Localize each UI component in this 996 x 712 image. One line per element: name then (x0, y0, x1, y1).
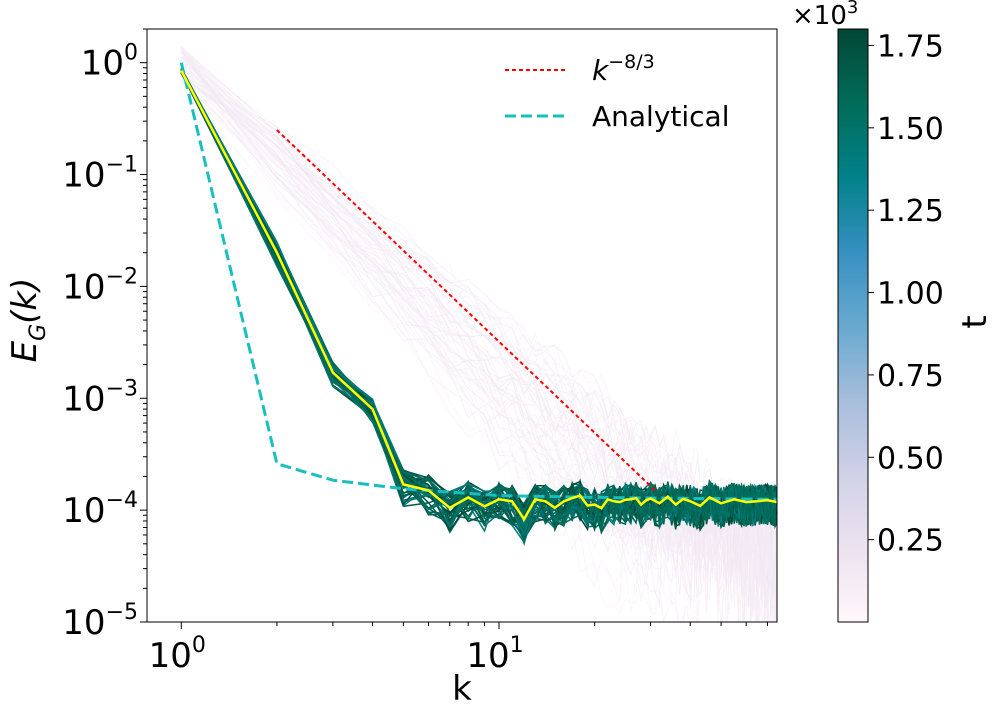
y-tick-label: 10−1 (62, 153, 138, 196)
colorbar-tick-label: 1.75 (877, 29, 944, 64)
y-tick-label: 10−2 (62, 264, 138, 307)
colorbar-tick-label: 1.25 (877, 194, 944, 229)
plot-frame (146, 28, 778, 623)
y-tick-label: 10−4 (62, 488, 138, 531)
colorbar-tick-label: 1.50 (877, 112, 944, 147)
y-axis-label-arg: (k) (5, 278, 45, 324)
legend-label-reference: k−8/3 (592, 51, 655, 87)
reference-slope-line (276, 129, 656, 492)
y-axis-label: EG(k) (5, 278, 51, 363)
y-axis-label-sub: G (26, 324, 51, 341)
legend: k−8/3 Analytical (505, 51, 730, 133)
x-tick-label: 101 (466, 633, 523, 676)
analytical-line (179, 62, 777, 501)
legend-label-analytical: Analytical (592, 100, 730, 133)
colorbar-tick-label: 0.75 (877, 359, 944, 394)
y-tick-label: 10−3 (62, 376, 138, 419)
y-axis-label-base: E (5, 340, 45, 362)
early-spectrum-line (180, 47, 777, 622)
colorbar (837, 28, 869, 623)
y-tick-label: 100 (81, 41, 138, 84)
y-tick-label: 10−5 (62, 600, 138, 643)
late-time-spectrum-line (180, 70, 777, 522)
colorbar-label: t (955, 315, 995, 328)
colorbar-tick-label: 1.00 (877, 277, 944, 312)
colorbar-multiplier: ×103 (792, 0, 858, 31)
late-spectrum-line (180, 70, 777, 537)
x-tick-label: 100 (149, 633, 206, 676)
colorbar-tick-label: 0.25 (877, 524, 944, 559)
colorbar-tick-label: 0.50 (877, 441, 944, 476)
x-axis-label: k (452, 669, 472, 709)
late-spectrum-line (180, 70, 777, 528)
